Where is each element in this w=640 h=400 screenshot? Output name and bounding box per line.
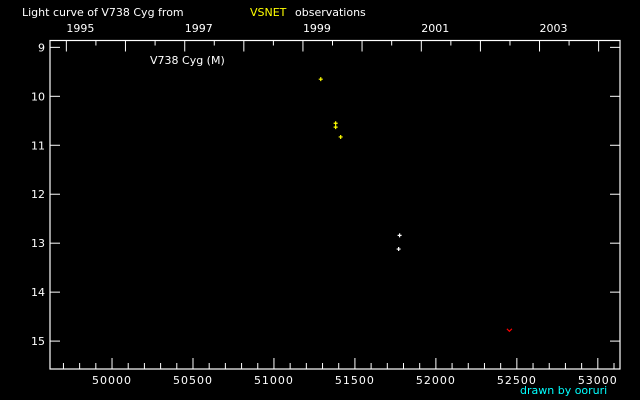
data-point — [333, 125, 338, 130]
y-tick-label: 10 — [31, 90, 45, 103]
plot-frame — [49, 39, 621, 370]
x-tick-label: 51500 — [335, 374, 375, 387]
data-point — [397, 233, 402, 238]
y-tick-label: 15 — [31, 335, 45, 348]
x-tick-label: 53000 — [578, 374, 618, 387]
legend-label: V738 Cyg (M) — [150, 54, 225, 67]
chart-title-prefix: Light curve of V738 Cyg from — [22, 6, 184, 19]
data-point — [318, 77, 323, 82]
credit-label: drawn by ooruri — [520, 384, 607, 397]
x-tick-label: 50500 — [173, 374, 213, 387]
year-label: 2003 — [540, 22, 568, 35]
year-label: 1997 — [185, 22, 213, 35]
upper-limit-point — [506, 328, 513, 333]
year-label: 1999 — [303, 22, 331, 35]
x-tick-label: 52500 — [497, 374, 537, 387]
y-tick-label: 14 — [31, 286, 45, 299]
x-tick-label: 50000 — [92, 374, 132, 387]
x-tick-label: 52000 — [416, 374, 456, 387]
year-label: 1995 — [66, 22, 94, 35]
data-point — [396, 247, 401, 252]
y-tick-label: 12 — [31, 188, 45, 201]
chart-title-suffix: observations — [295, 6, 366, 19]
chart-title-source: VSNET — [250, 6, 287, 19]
data-point — [333, 121, 338, 126]
y-tick-label: 11 — [31, 139, 45, 152]
y-tick-label: 9 — [38, 41, 45, 54]
data-point — [338, 134, 343, 139]
year-label: 2001 — [421, 22, 449, 35]
y-tick-label: 13 — [31, 237, 45, 250]
x-tick-label: 51000 — [254, 374, 294, 387]
